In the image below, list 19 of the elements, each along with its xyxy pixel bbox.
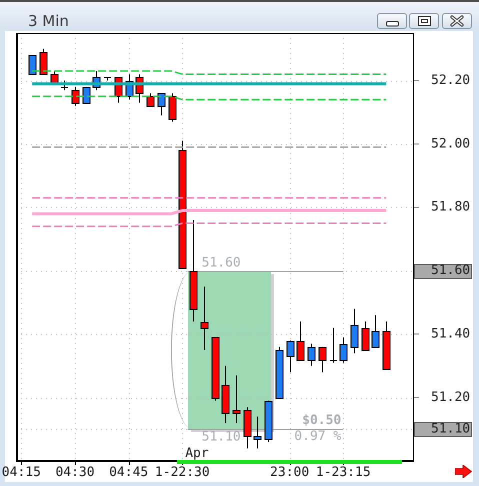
y-tick-label: 51.20 (431, 390, 470, 405)
annotation: Apr (185, 446, 209, 461)
x-tick-label: 1-23:15 (316, 465, 371, 480)
ref-line-label: 51.10 (202, 429, 241, 444)
chart-title: 3 Min (28, 12, 69, 30)
x-tick-label: 23:00 (270, 465, 310, 480)
ref-line-label: 51.60 (202, 255, 241, 270)
annotation: $0.50 (302, 413, 342, 428)
y-tick-label: 51.80 (431, 200, 470, 215)
x-tick-label: 04:15 (2, 465, 41, 480)
y-tick-label: 51.40 (431, 326, 470, 342)
y-tick-label: 52.00 (431, 136, 470, 152)
x-tick-label: 1-22:30 (154, 465, 210, 480)
y-tick-label: 51.10 (431, 422, 470, 437)
x-tick-label: 04:30 (55, 465, 95, 480)
x-tick-label: 04:45 (109, 465, 148, 480)
y-tick-label: 51.60 (431, 263, 470, 278)
annotation: 0.97 % (294, 429, 342, 444)
y-tick-label: 52.20 (431, 72, 470, 88)
